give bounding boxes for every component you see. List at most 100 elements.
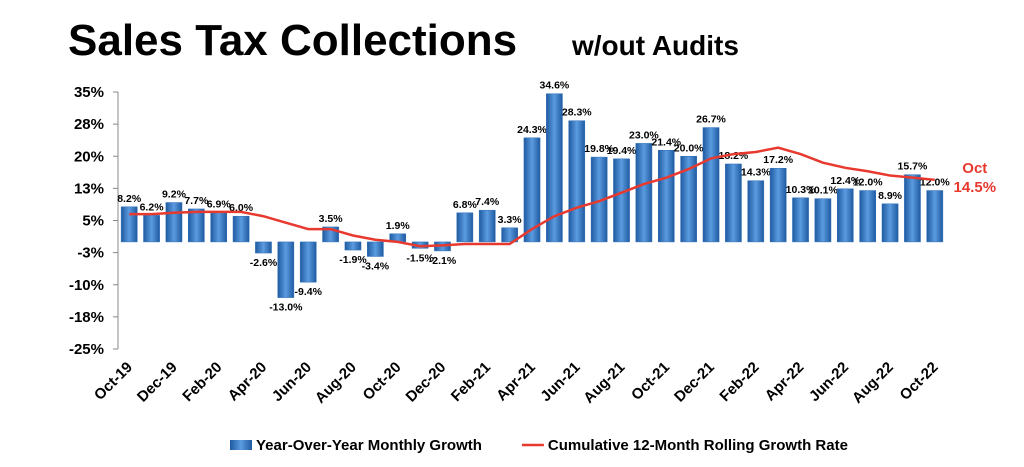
data-label: -2.1% [429,255,457,267]
bar [165,202,183,243]
data-label: 7.7% [184,195,209,207]
bar [523,137,541,243]
y-tick-label: -25% [69,341,104,358]
bar [926,190,944,243]
bar [859,190,876,243]
legend-swatch [230,440,252,450]
x-tick-label: Apr-20 [225,359,271,405]
chart-subtitle: w/out Audits [571,30,739,61]
data-label: -1.5% [406,252,434,264]
data-label: 1.9% [386,220,411,232]
bar [568,120,586,243]
x-tick-label: Aug-20 [312,359,360,407]
bar [590,156,608,243]
bar [344,241,362,251]
legend-label: Cumulative 12-Month Rolling Growth Rate [548,437,848,454]
chart-title: Sales Tax Collections [68,16,517,65]
data-label: 21.4% [651,136,681,148]
bar [546,93,563,243]
data-label: 6.2% [140,201,165,213]
bar [188,208,205,243]
x-tick-label: Dec-21 [671,359,718,406]
data-label: 14.5% [954,179,997,196]
data-label: -3.4% [362,260,390,272]
data-label: 10.3% [786,184,816,196]
data-label: 28.3% [562,107,592,119]
annotation: Oct [962,160,987,177]
y-tick-label: 5% [82,213,104,230]
x-tick-label: Feb-22 [716,359,762,405]
bar [702,127,720,243]
bar [904,174,921,243]
bar [725,163,742,243]
x-tick-label: Apr-22 [762,359,808,405]
data-label: -13.0% [269,302,303,314]
data-label: 24.3% [517,124,547,136]
bar [277,241,295,298]
data-label: 8.2% [117,193,142,205]
data-label: 12.4% [830,175,860,187]
bar [501,227,518,243]
y-tick-label: 35% [74,84,104,101]
data-label: 14.3% [741,167,771,179]
bar [814,198,832,243]
data-label: 8.9% [878,190,903,202]
data-label: -2.6% [250,257,278,269]
legend-label: Year-Over-Year Monthly Growth [256,437,482,454]
x-tick-label: Jun-20 [269,359,315,405]
data-label: 3.3% [498,214,523,226]
x-tick-label: Jun-22 [806,359,852,405]
data-label: 6.8% [453,199,478,211]
x-tick-label: Jun-21 [537,359,583,405]
data-label: 34.6% [539,80,569,92]
bar [769,167,787,243]
x-tick-label: Aug-21 [580,359,628,407]
bar [367,241,384,257]
data-label: 15.7% [898,161,928,173]
y-tick-label: -18% [69,309,104,326]
data-label: 26.7% [696,114,726,126]
bar [680,156,697,243]
y-tick-label: 20% [74,148,104,165]
line [129,146,935,248]
bar [792,197,809,243]
data-label: 6.9% [207,198,232,210]
data-label: -1.9% [339,254,367,266]
x-tick-label: Oct-21 [628,359,673,404]
data-label: -9.4% [294,286,322,298]
bar [232,215,250,243]
data-label: 19.4% [607,145,637,157]
data-label: 20.0% [674,142,704,154]
bar [456,212,474,243]
x-tick-label: Oct-19 [91,359,136,404]
data-label: 9.2% [162,189,187,201]
data-label: 17.2% [763,154,793,166]
bar [120,206,138,243]
bar [836,188,854,243]
data-label: 7.4% [475,196,500,208]
y-tick-label: -10% [69,277,104,294]
bar [613,158,630,243]
y-tick-label: 13% [74,180,104,197]
x-tick-label: Oct-20 [360,359,405,404]
data-label: 10.1% [808,185,838,197]
x-tick-label: Oct-22 [897,359,942,404]
x-tick-label: Dec-20 [403,359,450,406]
y-tick-label: -3% [77,245,104,262]
data-label: 23.0% [629,129,659,141]
bar [635,143,653,243]
x-tick-label: Dec-19 [134,359,181,406]
x-tick-label: Feb-20 [179,359,225,405]
x-tick-label: Apr-21 [493,359,539,405]
bar [210,212,228,243]
x-tick-label: Aug-22 [849,359,897,407]
data-label: 3.5% [319,213,344,225]
x-tick-label: Feb-21 [448,359,494,405]
bar [255,241,272,254]
data-label: 19.8% [584,143,614,155]
bar [478,209,496,243]
bar [747,180,765,243]
bar [143,215,160,243]
bar [299,241,317,283]
data-label: 12.0% [853,177,883,189]
